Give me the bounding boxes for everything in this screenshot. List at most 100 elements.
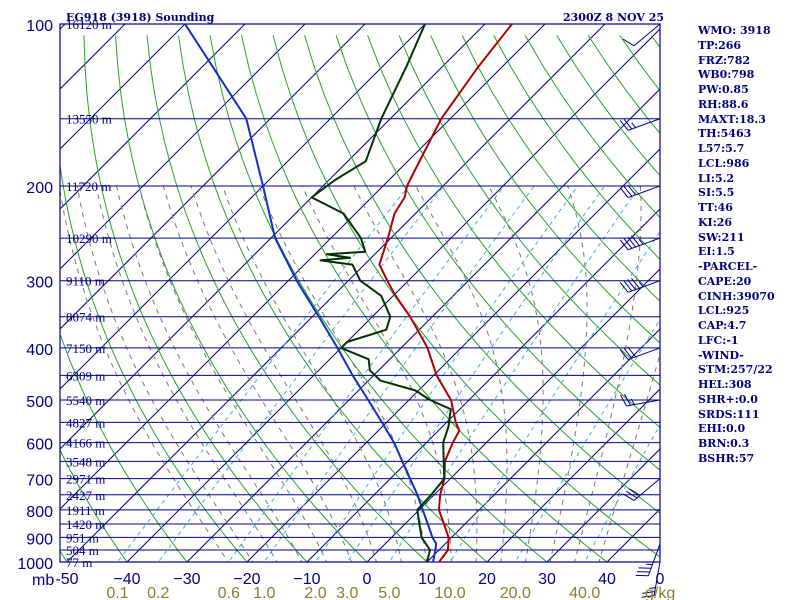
mixing-ratio-label: 0.2 [147, 585, 169, 600]
moist-adiabat-line [190, 185, 378, 562]
stat-item: EI:1.5 [698, 245, 735, 259]
isotherm-line [60, 24, 486, 450]
wind-barb-feather [631, 277, 640, 289]
moist-adiabat-line [162, 185, 353, 562]
temperature-tick-label: 40 [598, 571, 616, 588]
mixing-ratio-label: 10.0 [435, 585, 466, 600]
height-label: 9110 m [66, 274, 105, 289]
stat-item: TH:5463 [698, 127, 752, 141]
chart-datetime: 2300Z 8 NOV 25 [563, 11, 664, 24]
wind-barb-half-feather [630, 398, 635, 405]
isotherm-line [60, 24, 126, 90]
dry-adiabat-line [60, 161, 248, 562]
wind-barb [619, 277, 661, 293]
height-label: 1420 m [66, 517, 105, 532]
isotherm-line [366, 268, 660, 562]
dry-adiabat-line [430, 35, 660, 344]
stat-item: STM:257/22 [698, 363, 773, 377]
stat-item: PW:0.85 [698, 83, 749, 96]
isotherm-line [426, 328, 660, 562]
height-label: 8074 m [66, 310, 105, 325]
isotherm-line [126, 28, 660, 562]
temperature-tick-label: 30 [538, 571, 556, 588]
wind-barb-feather [623, 118, 633, 130]
pressure-tick-label: 600 [26, 437, 53, 454]
mixing-ratio-label: 20.0 [500, 585, 531, 600]
wind-barb [619, 235, 661, 251]
height-label: 951 m [66, 530, 99, 545]
mixing-ratio-label: 2.0 [304, 585, 326, 600]
stat-item: CINH:39070 [698, 289, 775, 303]
height-label: 13550 m [66, 112, 112, 127]
mixing-ratio-line [346, 185, 605, 562]
stat-item: WB0:798 [698, 68, 755, 82]
isotherm-line [60, 24, 246, 210]
stat-item: TP:266 [698, 38, 742, 52]
moist-adiabat-line [598, 352, 660, 562]
wind-barb-staff [633, 478, 661, 501]
height-label: 2971 m [66, 472, 105, 487]
height-label: 4827 m [66, 415, 105, 430]
dry-adiabat-line [367, 35, 660, 428]
mixing-ratio-line [263, 185, 535, 562]
wind-barb [619, 118, 661, 131]
height-label: 3548 m [66, 454, 105, 469]
moist-adiabat-line [258, 185, 427, 562]
moist-adiabat-line [301, 185, 452, 562]
moist-adiabat-line [60, 187, 229, 562]
mixing-ratio-label: 1.0 [253, 585, 275, 600]
wind-barb-feather [622, 38, 635, 47]
wind-barbs [619, 23, 661, 598]
dry-adiabat-line [178, 35, 488, 562]
stat-item: L57:5.7 [698, 142, 745, 155]
temperature-tick-label: 0 [363, 571, 372, 588]
wind-barb-feather [642, 591, 655, 594]
temperature-tick-label: 0 [656, 571, 665, 588]
mixing-ratio-label: 3.0 [336, 585, 358, 600]
stat-item: WMO: 3918 [698, 24, 771, 37]
height-label: 7150 m [66, 341, 105, 356]
isotherm-line [60, 24, 186, 150]
temperature-tick-label: 20 [478, 571, 496, 588]
wind-barb [635, 543, 661, 577]
pressure-tick-label: 500 [26, 394, 53, 411]
dry-adiabat-line [60, 332, 188, 562]
pressure-tick-label: 900 [26, 531, 53, 548]
height-label: 4166 m [66, 436, 105, 451]
wind-barb-half-feather [649, 587, 656, 590]
stat-item: BSHR:57 [698, 451, 755, 465]
moist-adiabat-line [574, 185, 642, 562]
isotherm-line [66, 24, 606, 562]
wind-barb [619, 184, 661, 199]
wind-barb-staff [627, 118, 661, 131]
wind-barb-feather [623, 280, 633, 292]
chart-title: EG918 (3918) Sounding [66, 11, 215, 24]
mixing-ratio-line [314, 185, 579, 562]
stat-item: -WIND- [698, 348, 744, 362]
mixing-ratio-line [116, 185, 409, 562]
wind-barb [622, 478, 661, 501]
temperature-tick-label: −20 [233, 571, 260, 588]
mixing-ratio-line [157, 185, 444, 562]
stat-item: FRZ:782 [698, 53, 751, 67]
stat-item: SHR+:0.0 [698, 392, 758, 406]
stat-item: KI:26 [698, 215, 733, 229]
dry-adiabat-line [304, 35, 660, 514]
height-label: 77 m [66, 555, 92, 570]
dry-adiabat-line [83, 35, 308, 562]
moist-adiabat-line [488, 185, 544, 562]
wind-barb-feather [623, 347, 633, 359]
wind-barb-feather [622, 493, 635, 501]
wind-barb [619, 346, 661, 361]
dry-adiabat-line [60, 549, 68, 562]
height-label: 504 m [66, 543, 99, 558]
mixing-ratio-label: 5.0 [378, 585, 400, 600]
wind-barb-feather [619, 120, 629, 131]
stat-item: BRN:0.3 [698, 437, 750, 450]
stat-item: CAP:4.7 [698, 319, 747, 332]
wind-barb-feather [619, 239, 629, 251]
height-label: 6309 m [66, 368, 105, 383]
pressure-tick-label: 300 [26, 275, 53, 292]
isotherm-line [60, 24, 546, 510]
moist-adiabat-line [353, 185, 478, 562]
